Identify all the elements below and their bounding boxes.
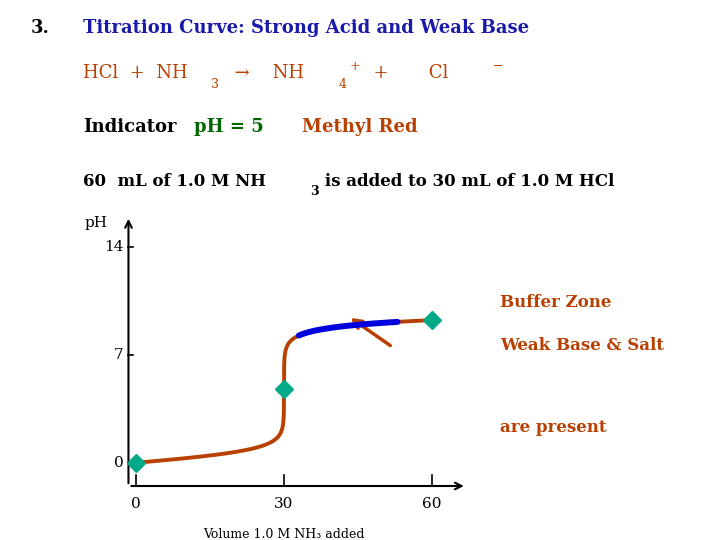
Text: HCl  +  NH: HCl + NH bbox=[83, 64, 187, 82]
Text: is added to 30 mL of 1.0 M HCl: is added to 30 mL of 1.0 M HCl bbox=[319, 173, 614, 190]
Text: 3: 3 bbox=[211, 78, 219, 91]
Text: 14: 14 bbox=[104, 240, 124, 254]
Text: −: − bbox=[493, 60, 504, 73]
Text: pH: pH bbox=[85, 216, 108, 230]
Text: Methyl Red: Methyl Red bbox=[302, 118, 418, 136]
Text: Buffer Zone: Buffer Zone bbox=[500, 294, 612, 311]
Text: Volume 1.0 M NH₃ added: Volume 1.0 M NH₃ added bbox=[203, 528, 365, 540]
Text: +: + bbox=[350, 60, 361, 73]
Text: 0: 0 bbox=[131, 497, 140, 511]
Text: 30: 30 bbox=[274, 497, 294, 511]
Text: 0: 0 bbox=[114, 456, 124, 470]
Text: Weak Base & Salt: Weak Base & Salt bbox=[500, 338, 665, 354]
Text: 3: 3 bbox=[310, 185, 319, 198]
Text: 4: 4 bbox=[339, 78, 347, 91]
Text: 60  mL of 1.0 M NH: 60 mL of 1.0 M NH bbox=[83, 173, 266, 190]
Text: 3.: 3. bbox=[30, 19, 49, 37]
Text: pH = 5: pH = 5 bbox=[194, 118, 264, 136]
Text: Titration Curve: Strong Acid and Weak Base: Titration Curve: Strong Acid and Weak Ba… bbox=[83, 19, 529, 37]
Text: →    NH: → NH bbox=[223, 64, 304, 82]
Text: are present: are present bbox=[500, 418, 607, 435]
Text: 7: 7 bbox=[114, 348, 124, 362]
Text: +       Cl: + Cl bbox=[362, 64, 449, 82]
Text: 60: 60 bbox=[423, 497, 442, 511]
Text: Indicator: Indicator bbox=[83, 118, 176, 136]
